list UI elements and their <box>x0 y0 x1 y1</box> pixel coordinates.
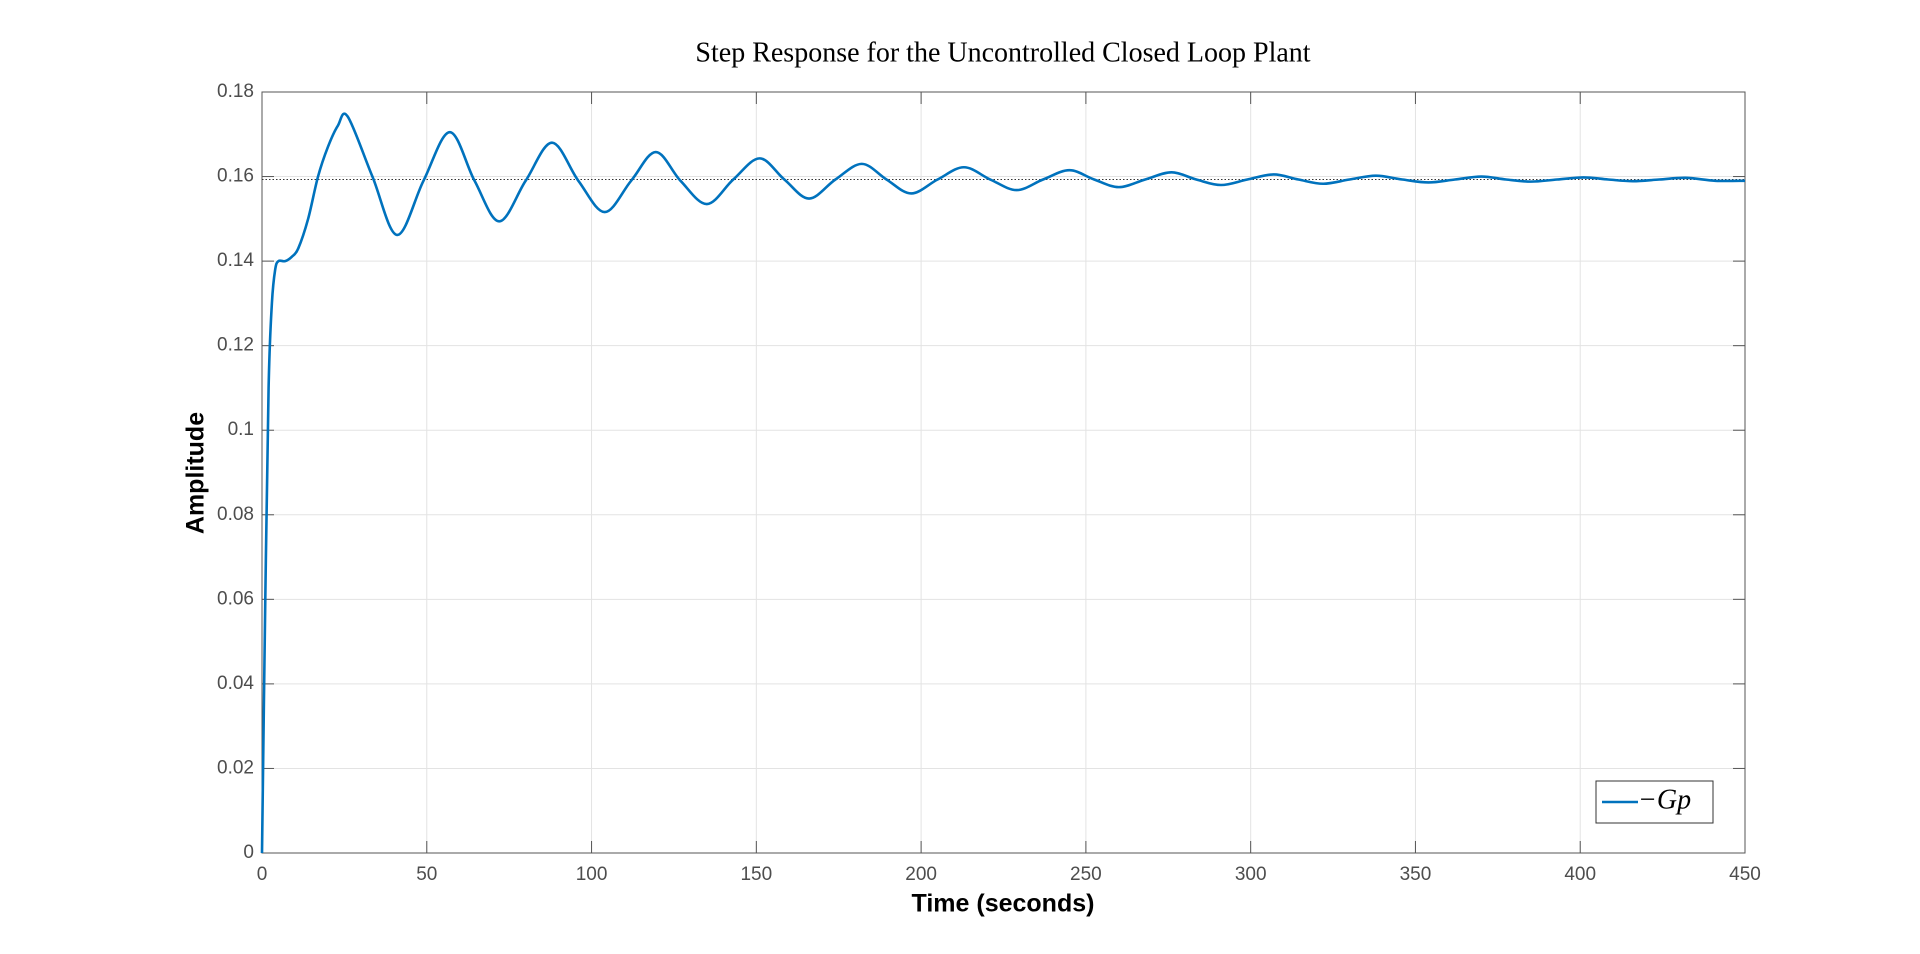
y-tick-label: 0.14 <box>217 250 254 271</box>
chart-title: Step Response for the Uncontrolled Close… <box>695 37 1310 68</box>
legend-label: −Gp <box>1638 784 1691 815</box>
x-tick-label: 100 <box>576 864 608 885</box>
x-tick-label: 350 <box>1400 864 1432 885</box>
x-tick-label: 300 <box>1235 864 1267 885</box>
x-tick-label: 50 <box>416 864 437 885</box>
y-tick-label: 0.12 <box>217 335 254 356</box>
x-tick-label: 200 <box>905 864 937 885</box>
data-line <box>260 112 1746 854</box>
y-tick-label: 0.06 <box>217 588 254 609</box>
y-tick-label: 0.04 <box>217 673 254 694</box>
x-tick-label: 150 <box>740 864 772 885</box>
x-tick-label: 0 <box>257 864 268 885</box>
y-tick-label: 0 <box>243 842 254 863</box>
axes-box <box>261 91 1746 854</box>
y-axis-label: Amplitude <box>182 412 210 534</box>
y-tick-label: 0.18 <box>217 81 254 102</box>
x-axis-label: Time (seconds) <box>912 890 1095 918</box>
y-tick-label: 0.02 <box>217 757 254 778</box>
x-tick-label: 400 <box>1564 864 1596 885</box>
x-tick-label: 250 <box>1070 864 1102 885</box>
y-tick-label: 0.1 <box>228 419 254 440</box>
x-tick-label: 450 <box>1729 864 1761 885</box>
y-tick-label: 0.08 <box>217 504 254 525</box>
y-tick-label: 0.16 <box>217 166 254 187</box>
